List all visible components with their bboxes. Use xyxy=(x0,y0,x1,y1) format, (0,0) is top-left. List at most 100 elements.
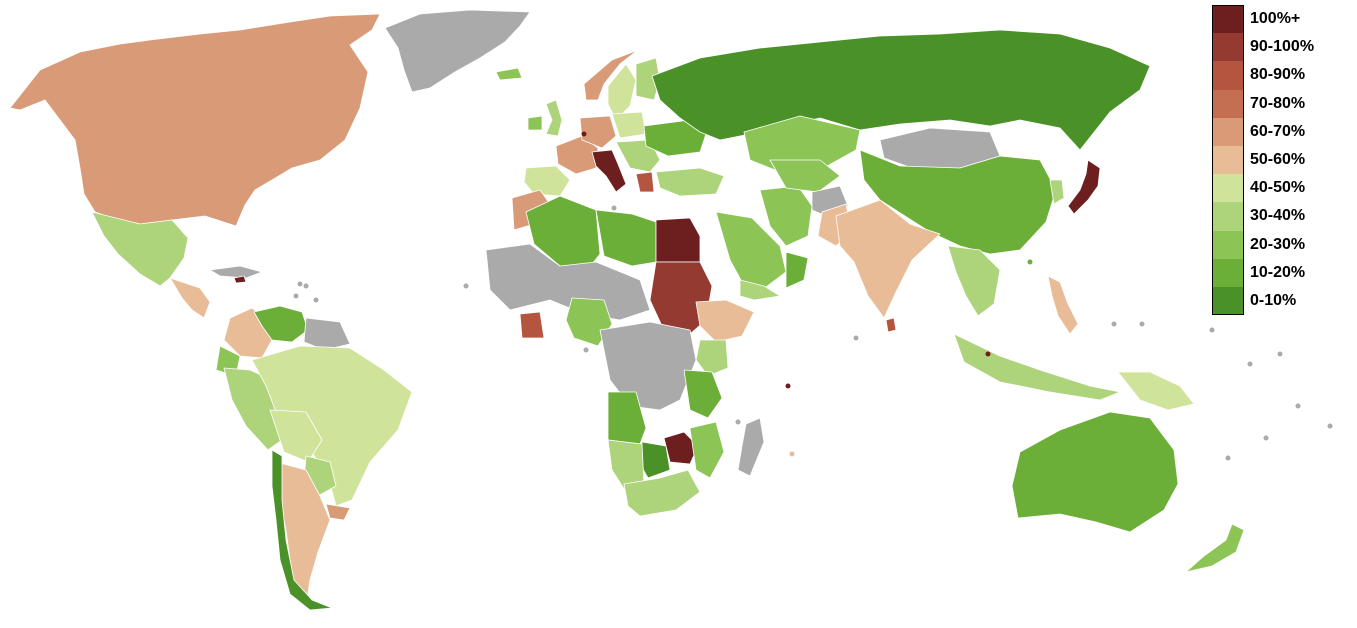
country-chile xyxy=(271,449,333,611)
island-marker xyxy=(1247,361,1253,367)
map-legend: 100%+ 90-100% 80-90% 70-80% 60-70% 50-60% 40-5… xyxy=(1212,5,1315,316)
country-iberia xyxy=(523,165,571,197)
legend-label: 90-100% xyxy=(1250,38,1315,56)
legend-item: 50-60% xyxy=(1212,145,1314,175)
country-balkans xyxy=(615,139,661,173)
island-marker xyxy=(1209,327,1215,333)
country-sri-lanka xyxy=(885,317,897,333)
country-ireland xyxy=(527,115,543,131)
legend-item: 70-80% xyxy=(1212,89,1314,118)
island-marker xyxy=(985,351,991,357)
legend-label: 10-20% xyxy=(1250,263,1306,281)
country-indonesia xyxy=(953,333,1121,401)
country-madagascar xyxy=(737,417,765,477)
island-marker xyxy=(293,293,299,299)
country-central-america xyxy=(169,277,211,319)
island-marker xyxy=(789,451,795,457)
country-mozambique xyxy=(689,421,725,479)
legend-swatch xyxy=(1212,145,1244,175)
legend-label: 50-60% xyxy=(1250,151,1306,169)
country-sudan xyxy=(649,261,713,335)
legend-swatch xyxy=(1212,89,1244,118)
small-island-markers xyxy=(293,131,1333,461)
island-marker xyxy=(1139,321,1145,327)
country-papua-new-guinea xyxy=(1117,371,1195,411)
country-new-zealand xyxy=(1185,523,1245,573)
island-marker xyxy=(1295,403,1301,409)
island-marker xyxy=(611,205,617,211)
country-norway xyxy=(583,49,639,101)
legend-item: 100%+ xyxy=(1212,5,1314,34)
legend-item: 20-30% xyxy=(1212,230,1314,259)
country-ethiopia xyxy=(695,299,755,343)
island-marker xyxy=(735,419,741,425)
country-cote-d-ivoire xyxy=(519,311,545,339)
island-marker xyxy=(463,283,469,289)
legend-item: 90-100% xyxy=(1212,33,1315,62)
legend-label: 40-50% xyxy=(1250,179,1306,197)
island-marker xyxy=(313,297,319,303)
country-australia xyxy=(1011,411,1179,533)
island-marker xyxy=(303,283,309,289)
legend-label: 80-90% xyxy=(1250,66,1306,84)
country-greenland xyxy=(384,9,531,93)
country-south-africa xyxy=(623,469,701,517)
legend-label: 60-70% xyxy=(1250,122,1306,140)
island-marker xyxy=(1263,435,1269,441)
country-germany xyxy=(579,115,617,149)
legend-swatch xyxy=(1212,258,1244,287)
country-italy xyxy=(591,149,627,193)
country-saudi-arabia xyxy=(715,211,787,291)
country-greece xyxy=(635,171,655,193)
legend-swatch xyxy=(1212,286,1244,316)
country-jamaica xyxy=(233,275,247,284)
legend-item: 0-10% xyxy=(1212,286,1314,316)
country-central-asia xyxy=(769,159,841,193)
country-india xyxy=(835,199,941,319)
country-poland xyxy=(611,111,647,139)
island-marker xyxy=(1327,423,1333,429)
island-marker xyxy=(1225,455,1231,461)
country-tanzania xyxy=(683,369,723,419)
country-egypt xyxy=(655,217,701,263)
country-russia xyxy=(651,29,1151,151)
island-marker xyxy=(853,335,859,341)
country-sweden xyxy=(607,63,637,121)
island-marker xyxy=(581,131,587,137)
island-marker xyxy=(297,281,303,287)
country-bolivia xyxy=(269,409,323,463)
country-southeast-asia xyxy=(947,245,1001,317)
country-iceland xyxy=(495,67,523,81)
island-marker xyxy=(785,383,791,389)
legend-swatch xyxy=(1212,117,1244,146)
legend-swatch xyxy=(1212,202,1244,231)
island-marker xyxy=(1027,259,1033,265)
country-yemen xyxy=(739,279,781,301)
country-north-america xyxy=(9,13,381,227)
legend-label: 20-30% xyxy=(1250,235,1306,253)
island-marker xyxy=(583,347,589,353)
country-united-kingdom xyxy=(545,99,563,137)
legend-swatch xyxy=(1212,174,1244,203)
legend-swatch xyxy=(1212,61,1244,90)
country-korea xyxy=(1049,179,1065,205)
legend-label: 70-80% xyxy=(1250,94,1306,112)
country-kazakhstan xyxy=(743,115,861,173)
country-angola xyxy=(607,391,647,445)
legend-swatch xyxy=(1212,33,1244,62)
country-turkey xyxy=(655,167,725,197)
legend-item: 60-70% xyxy=(1212,117,1314,146)
country-central-africa xyxy=(599,321,697,411)
legend-swatch xyxy=(1212,5,1244,34)
country-argentina xyxy=(275,461,331,607)
legend-label: 100%+ xyxy=(1250,10,1301,28)
island-marker xyxy=(1277,351,1283,357)
country-japan xyxy=(1067,159,1101,215)
country-sahel xyxy=(485,243,651,321)
country-kenya xyxy=(695,339,729,377)
legend-item: 40-50% xyxy=(1212,174,1314,203)
legend-item: 80-90% xyxy=(1212,61,1314,90)
country-uruguay xyxy=(325,503,351,521)
country-libya xyxy=(595,209,657,267)
